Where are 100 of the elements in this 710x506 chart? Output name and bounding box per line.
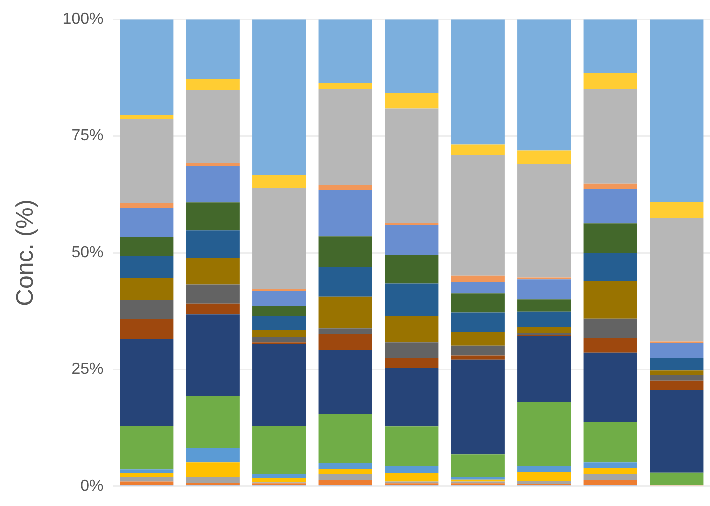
bar	[584, 480, 638, 486]
bar	[318, 267, 372, 297]
bar	[252, 20, 306, 176]
bar	[120, 319, 174, 340]
bar	[252, 175, 306, 188]
bar	[186, 396, 240, 448]
bar	[451, 20, 505, 145]
bar	[650, 375, 704, 381]
bar	[318, 236, 372, 268]
bar	[584, 184, 638, 190]
bar	[120, 119, 174, 204]
bar	[318, 83, 372, 90]
bar	[385, 342, 439, 358]
bar	[186, 202, 240, 231]
bar	[518, 402, 572, 466]
bar	[650, 472, 704, 485]
bar	[385, 93, 439, 109]
bar	[318, 328, 372, 334]
bar	[451, 276, 505, 282]
bar	[451, 294, 505, 313]
bar	[318, 469, 372, 474]
bar	[650, 390, 704, 473]
bar	[518, 280, 572, 300]
bar	[518, 466, 572, 472]
bar	[451, 360, 505, 455]
bar	[584, 253, 638, 282]
bar	[252, 344, 306, 426]
bar	[650, 20, 704, 202]
bar	[120, 482, 174, 485]
bar	[120, 237, 174, 256]
bar	[518, 300, 572, 312]
bar	[584, 468, 638, 474]
bar	[385, 358, 439, 368]
bar	[584, 422, 638, 463]
bar	[650, 380, 704, 390]
bar	[451, 346, 505, 356]
bar	[120, 339, 174, 426]
bar	[385, 108, 439, 224]
bar	[318, 334, 372, 350]
y-tick-label: 75%	[72, 128, 104, 145]
bar	[252, 337, 306, 343]
bar	[385, 426, 439, 466]
y-tick-label: 100%	[62, 11, 104, 28]
bar	[518, 481, 572, 485]
bar	[186, 90, 240, 164]
bar	[518, 164, 572, 278]
bar	[584, 352, 638, 422]
bar	[318, 480, 372, 486]
bar	[186, 230, 240, 258]
bar	[318, 414, 372, 464]
bar	[385, 316, 439, 343]
bar	[318, 296, 372, 329]
y-axis-title: Conc. (%)	[12, 200, 40, 306]
bar	[451, 454, 505, 478]
bar	[252, 474, 306, 478]
bar	[120, 473, 174, 478]
bar	[451, 144, 505, 156]
bar	[120, 278, 174, 300]
bar	[252, 316, 306, 330]
bar	[385, 20, 439, 94]
bar	[186, 258, 240, 285]
bar	[252, 188, 306, 290]
bar	[186, 314, 240, 396]
bar	[584, 338, 638, 353]
bar	[650, 343, 704, 358]
bar	[120, 20, 174, 116]
bar	[186, 304, 240, 315]
bar	[451, 477, 505, 480]
bar	[451, 356, 505, 360]
bar	[650, 218, 704, 342]
bar	[120, 204, 174, 208]
bar	[252, 330, 306, 338]
bar	[318, 464, 372, 470]
bar	[120, 256, 174, 278]
bar	[252, 478, 306, 483]
bar	[252, 426, 306, 474]
bar	[518, 20, 572, 151]
y-tick-label: 0%	[80, 478, 104, 495]
bar	[186, 20, 240, 80]
bar	[186, 284, 240, 304]
bar	[186, 448, 240, 463]
y-tick-label: 25%	[72, 361, 104, 378]
bar	[385, 284, 439, 316]
bar	[120, 478, 174, 482]
bar	[584, 20, 638, 74]
bar	[385, 473, 439, 482]
bar	[518, 150, 572, 164]
bar	[186, 166, 240, 203]
bar	[584, 281, 638, 319]
bar	[318, 474, 372, 480]
bar	[584, 73, 638, 90]
bar	[650, 370, 704, 376]
bar	[584, 224, 638, 253]
bar	[584, 462, 638, 468]
bar	[385, 368, 439, 427]
bar	[650, 202, 704, 218]
bar	[385, 466, 439, 474]
bar	[318, 89, 372, 186]
bar	[584, 89, 638, 184]
bar	[584, 318, 638, 338]
